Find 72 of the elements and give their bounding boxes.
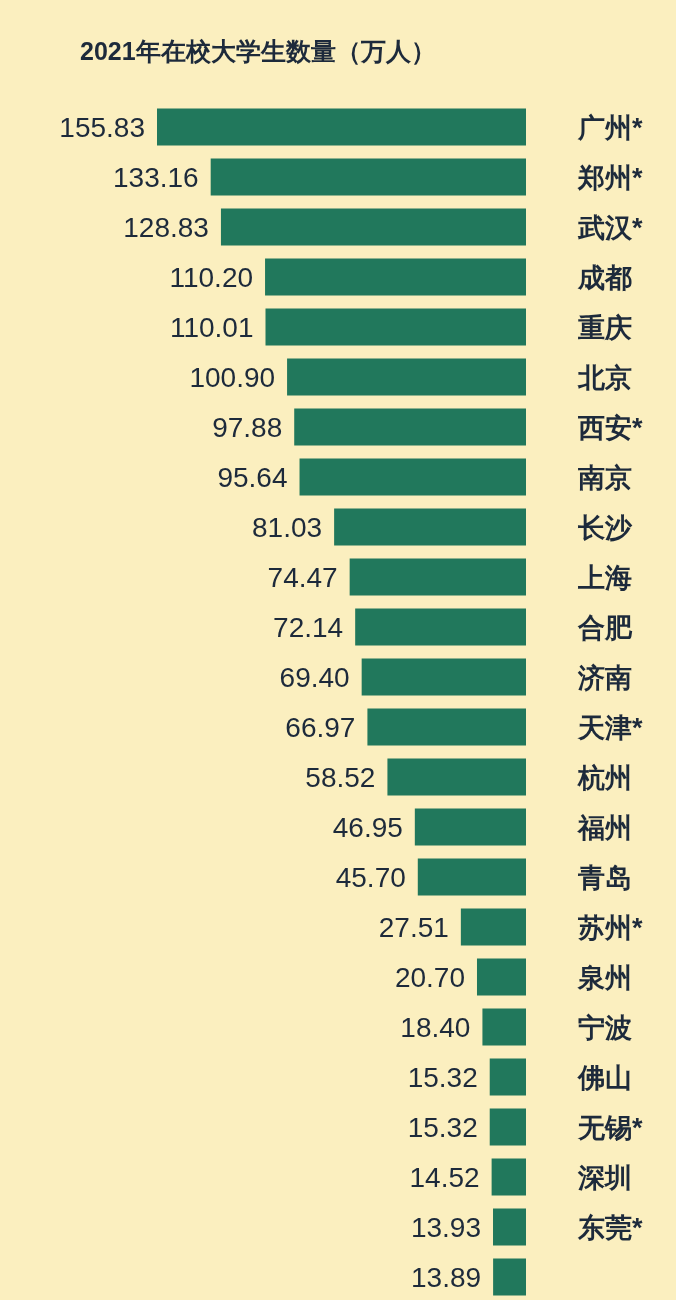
y-tick-label: 郑州* — [577, 163, 643, 193]
y-tick-label: 泉州 — [577, 963, 632, 993]
y-tick-label: 宁波 — [578, 1013, 632, 1043]
y-tick-label: 南京 — [577, 463, 632, 493]
bar — [334, 508, 526, 546]
data-label: 133.16 — [113, 162, 199, 193]
bar — [417, 858, 526, 896]
data-label: 74.47 — [267, 562, 338, 593]
data-label: 81.03 — [252, 512, 323, 543]
bar — [157, 108, 526, 146]
y-tick-label: 深圳 — [577, 1163, 632, 1193]
data-label: 110.01 — [169, 312, 254, 343]
bar — [482, 1008, 526, 1046]
chart-title: 2021年在校大学生数量（万人） — [80, 37, 436, 65]
data-label: 13.89 — [411, 1262, 482, 1293]
data-label: 13.93 — [410, 1212, 482, 1243]
bar — [265, 258, 526, 296]
bar — [489, 1058, 526, 1096]
bar — [493, 1258, 526, 1296]
y-tick-label: 上海 — [577, 563, 632, 593]
y-tick-label: 东莞* — [577, 1213, 643, 1243]
bar — [299, 458, 526, 496]
data-label: 14.52 — [409, 1162, 480, 1193]
bar — [287, 358, 526, 396]
bar — [265, 308, 526, 346]
data-label: 155.83 — [59, 112, 145, 143]
y-tick-label: 济南 — [577, 663, 632, 693]
bar — [387, 758, 526, 796]
bar — [491, 1158, 526, 1196]
y-tick-label: 青岛 — [577, 863, 632, 893]
y-tick-label: 重庆 — [577, 313, 632, 343]
bar — [220, 208, 526, 246]
bar — [460, 908, 526, 946]
data-label: 110.20 — [169, 262, 254, 293]
data-label: 72.14 — [273, 612, 344, 643]
y-tick-label: 北京 — [577, 363, 632, 393]
bar — [489, 1108, 526, 1146]
data-label: 69.40 — [279, 662, 350, 693]
bar — [367, 708, 526, 746]
y-tick-label: 福州 — [576, 813, 632, 843]
data-label: 46.95 — [332, 812, 403, 843]
data-label: 97.88 — [212, 412, 283, 443]
y-tick-label: 杭州 — [577, 763, 632, 793]
data-label: 66.97 — [285, 712, 356, 743]
bar — [361, 658, 526, 696]
y-tick-label: 天津* — [577, 713, 643, 743]
y-tick-label: 苏州* — [577, 913, 643, 943]
y-tick-label: 佛山 — [577, 1063, 632, 1093]
bar — [493, 1208, 526, 1246]
y-tick-label: 长沙 — [577, 513, 633, 543]
y-tick-label: 广州* — [577, 113, 643, 143]
data-label: 20.70 — [394, 962, 465, 993]
data-label: 15.32 — [407, 1062, 478, 1093]
bar — [349, 558, 526, 596]
data-label: 15.32 — [407, 1112, 478, 1143]
y-tick-label: 成都 — [577, 263, 632, 293]
bar — [355, 608, 526, 646]
bar — [476, 958, 526, 996]
data-label: 95.64 — [217, 462, 288, 493]
y-tick-label: 武汉* — [577, 213, 643, 243]
y-tick-label: 西安* — [577, 413, 643, 443]
bar — [414, 808, 526, 846]
data-label: 18.40 — [400, 1012, 471, 1043]
data-label: 45.70 — [335, 862, 406, 893]
data-label: 58.52 — [305, 762, 376, 793]
data-label: 100.90 — [189, 362, 276, 393]
bar — [294, 408, 526, 446]
y-tick-label: 合肥 — [577, 613, 633, 643]
y-tick-label: 无锡* — [577, 1113, 643, 1143]
bar — [210, 158, 526, 196]
data-label: 27.51 — [378, 912, 449, 943]
data-label: 128.83 — [123, 212, 209, 243]
